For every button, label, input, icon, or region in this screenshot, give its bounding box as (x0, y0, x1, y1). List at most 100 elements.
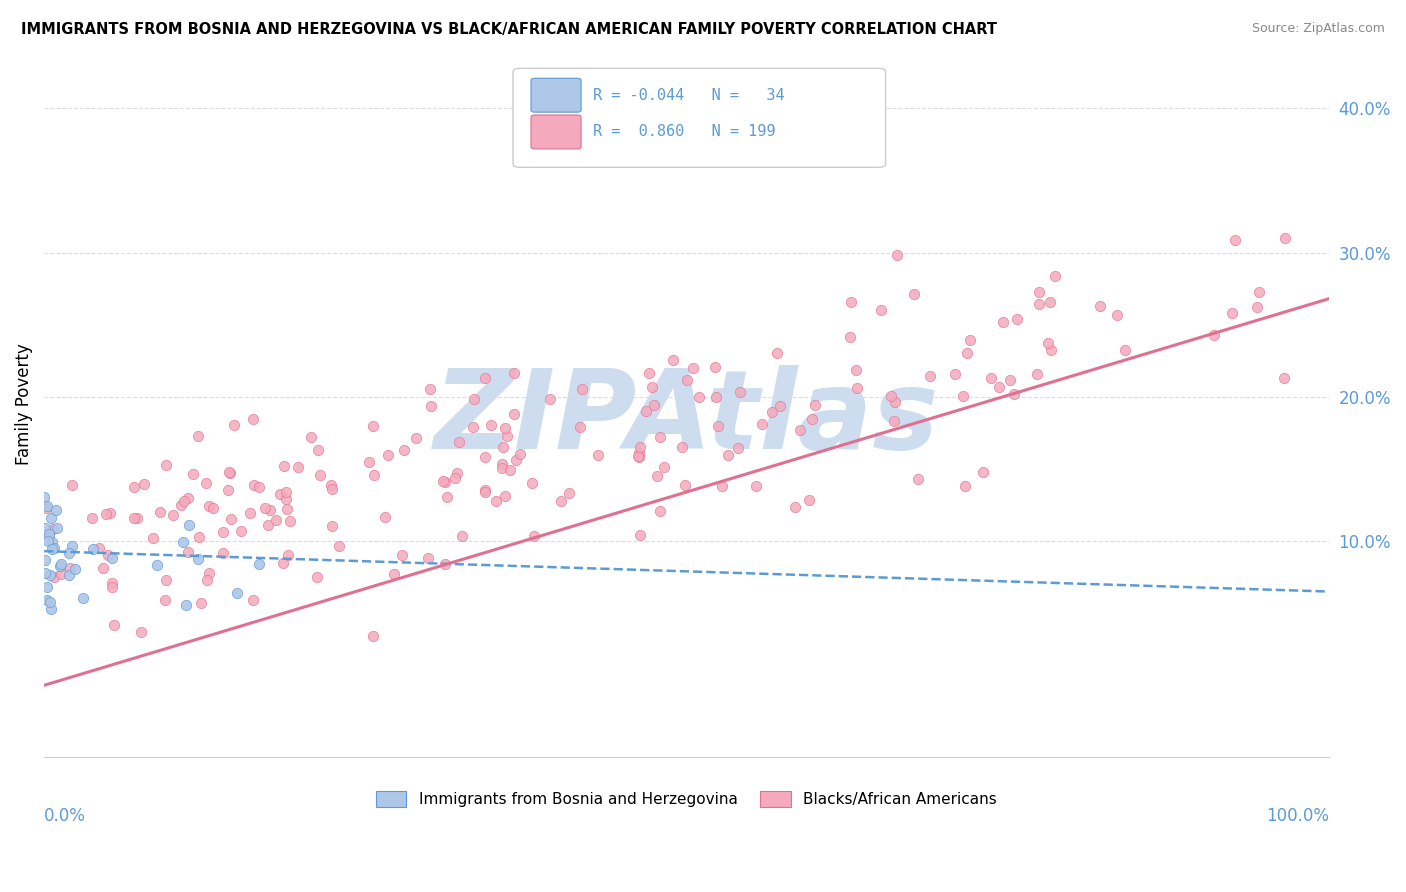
Point (436, 490, 458, 504)
Point (134, 477, 156, 491)
Point (72, 591, 94, 606)
Text: R = -0.044   N =   34: R = -0.044 N = 34 (593, 87, 785, 103)
Point (39, 602, 62, 616)
Point (652, 459, 675, 474)
Point (498, 463, 520, 477)
Point (474, 485, 496, 500)
Point (101, 550, 124, 565)
Point (35, 501, 58, 516)
Point (883, 414, 905, 428)
Point (39, 595, 62, 609)
Point (273, 458, 295, 473)
Point (82, 541, 104, 556)
Point (243, 478, 266, 492)
Point (202, 501, 225, 516)
Point (195, 573, 218, 587)
Point (1036, 336, 1059, 351)
Point (176, 545, 198, 559)
Point (142, 531, 165, 545)
Point (479, 417, 502, 432)
Point (568, 420, 591, 434)
Point (800, 412, 823, 426)
Point (101, 576, 124, 591)
Point (377, 448, 399, 462)
Point (959, 333, 981, 347)
Text: 0.0%: 0.0% (44, 807, 86, 825)
Point (907, 472, 929, 486)
Point (1028, 297, 1050, 311)
Point (35, 499, 58, 513)
Point (274, 492, 297, 507)
Point (299, 430, 322, 444)
Point (1090, 299, 1112, 313)
FancyBboxPatch shape (531, 115, 581, 149)
Point (628, 445, 651, 459)
Point (751, 417, 773, 431)
Text: R =  0.860   N = 199: R = 0.860 N = 199 (593, 125, 775, 139)
Point (34, 490, 56, 504)
Point (491, 460, 513, 475)
Point (98, 506, 121, 520)
Point (357, 455, 380, 469)
Point (37, 533, 59, 548)
Point (219, 466, 242, 480)
Point (129, 625, 152, 640)
Point (671, 440, 693, 454)
Point (247, 557, 270, 571)
Point (39, 567, 62, 582)
Point (45, 502, 67, 516)
Point (146, 558, 169, 572)
Point (187, 428, 209, 442)
Y-axis label: Family Poverty: Family Poverty (15, 343, 32, 465)
Point (328, 539, 350, 553)
Point (745, 479, 768, 493)
Point (641, 380, 664, 394)
Point (219, 512, 242, 526)
Point (222, 418, 245, 433)
Point (903, 286, 925, 301)
Point (886, 247, 908, 261)
Point (1004, 386, 1026, 401)
Point (444, 471, 467, 485)
Point (1249, 285, 1271, 300)
Point (955, 478, 977, 492)
Point (60, 539, 83, 553)
Point (634, 403, 657, 417)
Point (918, 369, 941, 384)
Point (972, 465, 994, 479)
Text: Source: ZipAtlas.com: Source: ZipAtlas.com (1251, 22, 1385, 36)
Point (242, 593, 264, 607)
Point (190, 597, 212, 611)
Point (247, 480, 270, 494)
Point (520, 475, 543, 490)
Point (503, 366, 526, 380)
Point (361, 418, 384, 433)
Point (58, 568, 80, 582)
Point (38, 528, 60, 542)
Point (187, 552, 209, 566)
Point (97, 548, 120, 562)
Point (419, 382, 441, 396)
Point (1025, 367, 1047, 381)
Point (276, 502, 298, 516)
Point (59, 560, 82, 574)
Point (1039, 343, 1062, 357)
Point (181, 467, 204, 482)
Point (485, 494, 508, 508)
Point (63, 562, 86, 576)
Text: ZIPAtlas: ZIPAtlas (433, 365, 939, 472)
Point (1043, 269, 1066, 284)
Point (363, 629, 385, 643)
Point (491, 440, 513, 454)
Point (155, 458, 177, 472)
Point (943, 367, 966, 381)
Point (761, 405, 783, 419)
Point (194, 476, 217, 491)
Point (676, 373, 699, 387)
Point (523, 529, 546, 543)
Point (728, 384, 751, 399)
Point (494, 489, 516, 503)
Point (703, 360, 725, 375)
Point (505, 452, 527, 467)
Point (766, 345, 789, 359)
